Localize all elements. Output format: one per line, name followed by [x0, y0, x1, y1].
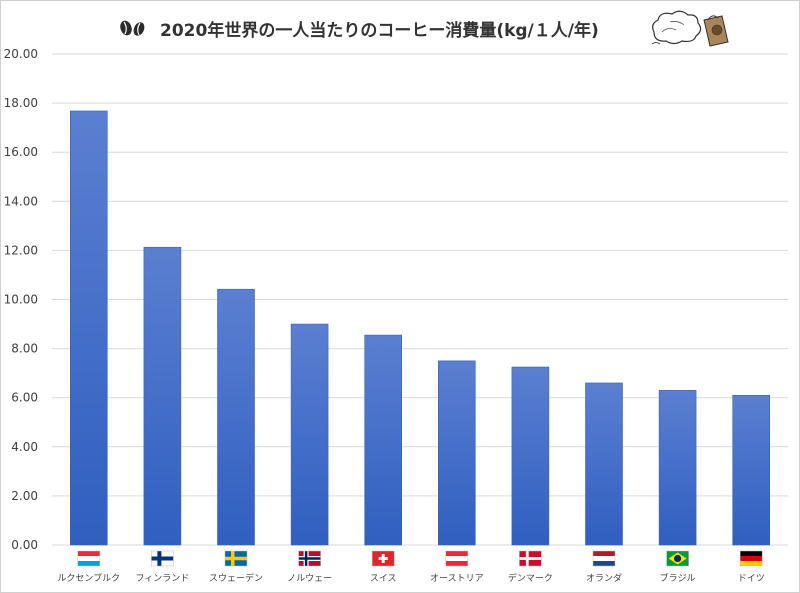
bar [364, 334, 403, 546]
x-tick-label: スウェーデン [209, 572, 263, 584]
x-tick-label: デンマーク [508, 572, 553, 584]
x-tick-label: フィンランド [135, 573, 189, 584]
brazil-flag [666, 550, 689, 567]
y-tick-label: 6.00 [11, 391, 38, 405]
x-tick-label: ルクセンブルク [57, 572, 120, 584]
norway-flag [298, 550, 321, 567]
germany-flag [739, 550, 763, 567]
x-tick-label: オーストリア [430, 573, 484, 584]
bar [143, 246, 182, 546]
y-tick-label: 10.00 [4, 293, 38, 307]
x-tick-label: ノルウェー [287, 573, 332, 584]
y-tick-label: 14.00 [4, 194, 38, 208]
bar [585, 382, 623, 546]
coffee-beans-icon [120, 20, 145, 36]
chart-header: 2020年世界の一人当たりのコーヒー消費量(kg/１人/年) [0, 6, 800, 47]
netherlands-flag [592, 550, 616, 567]
y-tick-label: 4.00 [11, 440, 38, 454]
y-tick-label: 2.00 [11, 489, 38, 503]
bar [437, 360, 476, 546]
y-tick-label: 0.00 [11, 538, 38, 552]
x-tick-label: ブラジル [660, 572, 696, 584]
y-tick-label: 20.00 [4, 47, 38, 61]
x-tick-label: オランダ [586, 572, 622, 584]
luxembourg-flag [77, 550, 101, 567]
bar [70, 110, 108, 546]
y-tick-label: 16.00 [4, 145, 38, 159]
finland-flag [151, 550, 174, 567]
y-tick-label: 12.00 [4, 243, 38, 257]
bar [290, 323, 329, 546]
y-tick-label: 8.00 [11, 342, 38, 356]
coffee-bag-sketch-icon [651, 10, 729, 47]
bar [658, 390, 697, 546]
x-tick-label: ドイツ [738, 574, 765, 584]
switzerland-flag [371, 550, 395, 567]
austria-flag [445, 550, 469, 567]
bar [511, 366, 550, 546]
x-tick-label: スイス [370, 574, 397, 584]
chart-title: 2020年世界の一人当たりのコーヒー消費量(kg/１人/年) [160, 21, 599, 41]
denmark-flag [519, 550, 542, 567]
bar [732, 394, 771, 546]
bar [217, 288, 255, 546]
y-tick-label: 18.00 [4, 96, 38, 110]
sweden-flag [224, 550, 248, 567]
